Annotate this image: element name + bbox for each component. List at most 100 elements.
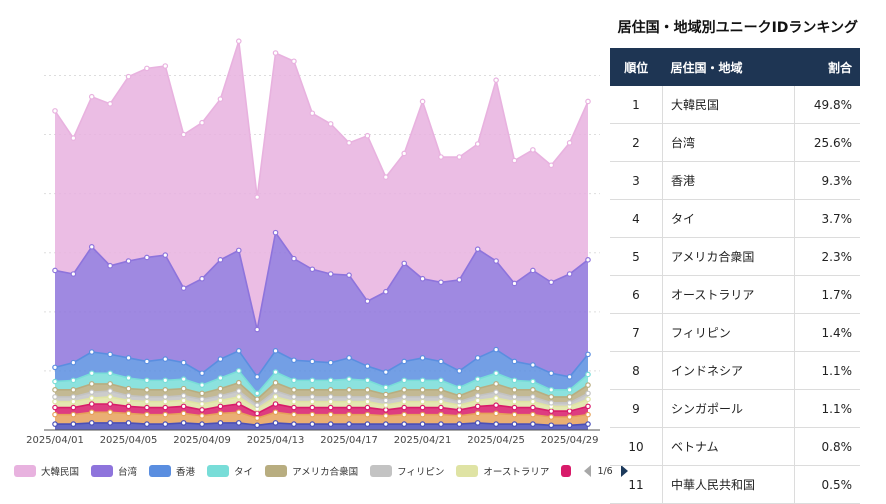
data-point xyxy=(125,385,132,392)
region-cell: インドネシア xyxy=(662,351,795,390)
legend-swatch xyxy=(149,465,172,477)
series-line xyxy=(55,396,589,410)
data-point xyxy=(364,387,371,393)
data-point xyxy=(438,421,444,427)
data-point xyxy=(364,411,371,418)
legend-prev-icon[interactable] xyxy=(584,465,592,477)
data-point xyxy=(162,356,169,362)
data-point xyxy=(438,394,444,400)
legend-item[interactable]: アメリカ合衆国 xyxy=(265,464,358,478)
data-point xyxy=(144,404,150,411)
legend-label: 台湾 xyxy=(118,467,138,478)
data-point xyxy=(346,387,352,393)
legend-swatch xyxy=(14,465,36,477)
data-point xyxy=(272,388,279,394)
data-point xyxy=(364,394,371,400)
data-point xyxy=(199,119,205,126)
data-point xyxy=(493,410,499,417)
series-line xyxy=(54,348,589,379)
data-point xyxy=(272,348,279,354)
legend-item[interactable]: フィリピン xyxy=(370,464,444,478)
legend-label: フィリピン xyxy=(397,467,445,478)
data-point xyxy=(272,409,279,416)
share-cell: 1.7% xyxy=(794,275,860,314)
stacked-area-chart: 2025/04/01 2025/04/05 2025/04/09 2025/04/13… xyxy=(14,38,628,478)
data-point xyxy=(364,363,371,369)
data-point xyxy=(566,271,573,277)
data-point xyxy=(217,356,224,362)
data-point xyxy=(511,387,518,393)
data-point xyxy=(254,402,260,408)
table-row: 9 シンガポール 1.1% xyxy=(610,389,860,428)
data-point xyxy=(474,376,481,382)
data-point xyxy=(88,395,95,401)
data-point xyxy=(199,275,205,282)
data-point xyxy=(309,358,316,365)
data-point xyxy=(88,244,95,250)
data-point xyxy=(566,414,573,420)
data-point xyxy=(530,387,536,393)
data-point xyxy=(493,370,499,377)
data-point xyxy=(474,246,481,252)
data-point xyxy=(291,58,297,65)
data-point xyxy=(199,382,205,388)
ranking-title: 居住国・地域別ユニークIDランキング xyxy=(617,20,858,36)
data-point xyxy=(327,377,334,384)
data-point xyxy=(144,377,150,384)
data-point xyxy=(235,368,242,374)
data-point xyxy=(493,402,499,408)
x-tick-label: 2025/04/05 xyxy=(100,435,158,446)
data-point xyxy=(107,409,113,416)
region-cell: 大韓民国 xyxy=(662,86,795,124)
data-point xyxy=(566,394,573,400)
legend-label: タイ xyxy=(234,467,254,478)
data-point xyxy=(585,411,591,418)
share-cell: 1.1% xyxy=(794,351,860,390)
legend-swatch xyxy=(207,465,230,477)
data-point xyxy=(419,398,426,405)
data-point xyxy=(548,387,555,393)
x-tick-label: 2025/04/25 xyxy=(467,435,525,446)
data-point xyxy=(346,140,352,146)
legend-item[interactable] xyxy=(561,465,576,477)
data-point xyxy=(438,154,444,160)
series-area xyxy=(55,41,588,330)
legend-item[interactable]: 香港 xyxy=(149,464,195,478)
data-point xyxy=(456,421,463,427)
data-point xyxy=(309,421,316,427)
data-point xyxy=(162,411,169,418)
data-point xyxy=(511,404,518,411)
data-point xyxy=(585,390,591,397)
data-point xyxy=(144,421,150,427)
data-point xyxy=(235,348,242,354)
data-point xyxy=(566,140,573,146)
data-point xyxy=(88,401,95,407)
data-point xyxy=(511,394,518,400)
data-point xyxy=(548,279,555,286)
data-point xyxy=(144,398,150,405)
data-point xyxy=(199,413,205,419)
data-point xyxy=(474,392,481,399)
data-point xyxy=(346,411,352,418)
series-area xyxy=(55,232,588,377)
data-point xyxy=(383,397,389,404)
data-point xyxy=(107,101,113,107)
data-point xyxy=(511,421,518,427)
data-point xyxy=(419,355,426,361)
data-point xyxy=(88,370,95,377)
data-point xyxy=(254,415,260,421)
data-point xyxy=(291,421,297,427)
legend-item[interactable]: タイ xyxy=(207,464,253,478)
rank-cell: 5 xyxy=(610,237,663,276)
data-point xyxy=(162,421,169,427)
data-point xyxy=(346,355,352,361)
data-point xyxy=(401,398,408,405)
legend-item[interactable]: 大韓民国 xyxy=(14,464,79,478)
legend-item[interactable]: 台湾 xyxy=(91,464,137,478)
data-point xyxy=(309,394,316,400)
data-point xyxy=(401,411,408,418)
data-point xyxy=(162,394,169,400)
data-point xyxy=(383,402,389,408)
data-point xyxy=(474,355,481,361)
legend-item[interactable]: オーストラリア xyxy=(456,464,549,478)
